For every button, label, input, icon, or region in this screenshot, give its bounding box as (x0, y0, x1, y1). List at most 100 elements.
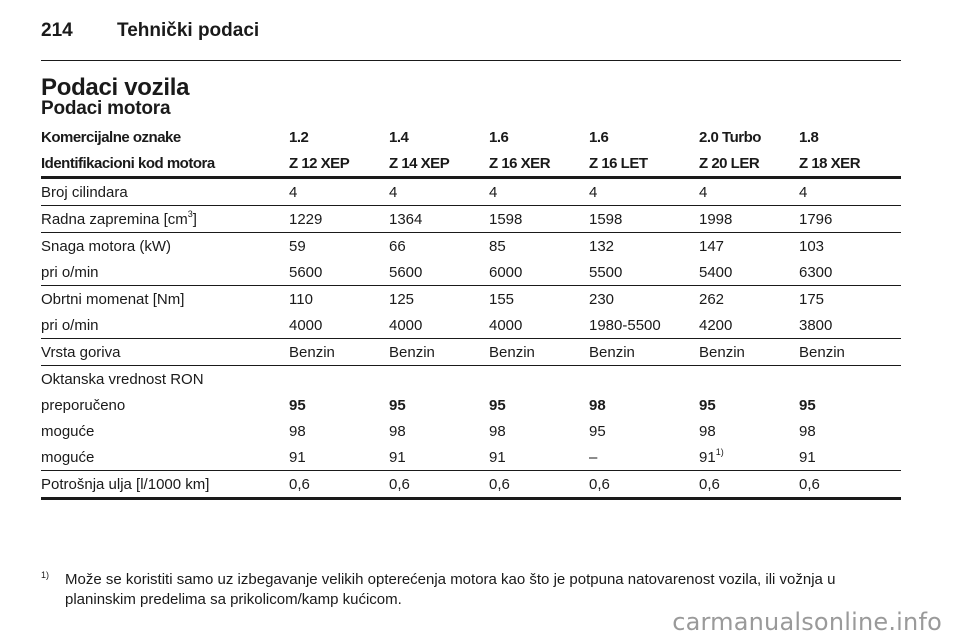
value-text: 4 (799, 183, 808, 201)
value-text: 4 (589, 183, 598, 201)
value-cell: 5600 (289, 259, 389, 286)
value-text: 0,6 (589, 475, 610, 493)
value-text: 95 (799, 396, 816, 414)
value-cell: 125 (389, 286, 489, 313)
value-cell: 95 (699, 392, 799, 418)
table-row: pri o/min 4000 4000 4000 1980-5500 4200 3800 (41, 312, 901, 339)
header-rule (41, 60, 901, 61)
engine-spec-table: Komercijalne oznake 1.2 1.4 1.6 1.6 2.0 Turbo… (41, 124, 901, 500)
value-text: 0,6 (389, 475, 410, 493)
value-text: 1598 (489, 210, 523, 228)
footnote: 1) Može se koristiti samo uz izbegavanje… (41, 570, 901, 610)
value-cell: 0,6 (389, 470, 489, 500)
table-row: moguće 91 91 91–911) 91 (41, 444, 901, 471)
value-cell: 4 (799, 177, 901, 206)
row-label: pri o/min (41, 259, 289, 286)
value-cell (799, 366, 901, 393)
value-text: 4 (389, 183, 398, 201)
value-text: 1980-5500 (589, 316, 661, 334)
table-row: preporučeno 95 95 95 98 95 95 (41, 392, 901, 418)
value-text: 95 (289, 396, 306, 414)
row-label-text: Vrsta goriva (41, 343, 121, 361)
header-label: Komercijalne oznake (41, 128, 181, 146)
value-cell: 0,6 (799, 470, 901, 500)
value-cell: 85 (489, 233, 589, 260)
value-cell (699, 366, 799, 393)
value-text: – (589, 448, 598, 466)
value-cell: 5500 (589, 259, 699, 286)
value-cell (589, 366, 699, 393)
value-cell: 91 (289, 444, 389, 471)
value-text: 95 (389, 396, 406, 414)
value-text: 6000 (489, 263, 523, 281)
value-text: 98 (289, 422, 306, 440)
value-text: 98 (799, 422, 816, 440)
value-text: 147 (699, 237, 725, 255)
value-cell: Benzin (589, 338, 699, 366)
header-cell: 1.4 (389, 128, 409, 146)
value-text: 230 (589, 290, 615, 308)
value-text: Benzin (799, 343, 845, 361)
value-text: 4000 (489, 316, 523, 334)
header-cell: 1.6 (489, 128, 509, 146)
header-cell: 1.8 (799, 128, 819, 146)
row-label-text: Oktanska vrednost RON (41, 370, 204, 388)
value-text: 4200 (699, 316, 733, 334)
value-text: Benzin (389, 343, 435, 361)
value-text: 91 (489, 448, 506, 466)
value-cell: 0,6 (699, 470, 799, 500)
header-cell: 1.6 (589, 128, 609, 146)
row-label: Broj cilindara (41, 177, 289, 206)
value-cell: 95 (799, 392, 901, 418)
value-cell: 95 (289, 392, 389, 418)
value-text: 5500 (589, 263, 623, 281)
value-text: 4000 (289, 316, 323, 334)
value-cell: 103 (799, 233, 901, 260)
footnote-text: Može se koristiti samo uz izbegavanje ve… (65, 571, 836, 608)
value-text: 91 (389, 448, 406, 466)
value-cell: 98 (589, 392, 699, 418)
value-cell: 175 (799, 286, 901, 313)
value-text: 95 (589, 422, 606, 440)
value-cell: 1598 (489, 205, 589, 233)
value-text: 4000 (389, 316, 423, 334)
row-label: Obrtni momenat [Nm] (41, 286, 289, 313)
value-cell: 1364 (389, 205, 489, 233)
value-text: 66 (389, 237, 406, 255)
value-cell: 98 (489, 418, 589, 444)
value-cell: 95 (589, 418, 699, 444)
page-title: Podaci vozila (41, 74, 190, 101)
value-text: 5600 (289, 263, 323, 281)
value-cell: 911) (699, 444, 799, 471)
value-text: 4 (489, 183, 498, 201)
header-row-commercial-names: Komercijalne oznake 1.2 1.4 1.6 1.6 2.0 Turbo… (41, 124, 901, 150)
value-text: 95 (489, 396, 506, 414)
value-cell: 5400 (699, 259, 799, 286)
value-cell: 98 (389, 418, 489, 444)
row-label-suffix: ] (192, 210, 197, 228)
page-header: 214 Tehnički podaci (41, 20, 259, 42)
section-title: Tehnički podaci (117, 20, 260, 41)
value-cell: 1980-5500 (589, 312, 699, 339)
table-row: Obrtni momenat [Nm] 110 125 155 230 262 175 (41, 286, 901, 313)
table-row: Broj cilindara 4 4 4 4 4 4 (41, 177, 901, 206)
value-text: Benzin (589, 343, 635, 361)
value-text: 98 (489, 422, 506, 440)
section-subtitle: Podaci motora (41, 98, 171, 119)
value-text: 103 (799, 237, 825, 255)
value-text: 5400 (699, 263, 733, 281)
value-cell: 4 (489, 177, 589, 206)
value-cell: Benzin (799, 338, 901, 366)
value-cell: 95 (389, 392, 489, 418)
value-text: 262 (699, 290, 725, 308)
row-label: moguće (41, 444, 289, 471)
row-label-text: Potrošnja ulja [l/1000 km] (41, 475, 210, 493)
value-cell: 3800 (799, 312, 901, 339)
value-text: 0,6 (799, 475, 820, 493)
row-label: Oktanska vrednost RON (41, 366, 289, 393)
value-text: 98 (699, 422, 716, 440)
value-cell: 0,6 (589, 470, 699, 500)
value-text: 85 (489, 237, 506, 255)
header-cell: 2.0 Turbo (699, 128, 761, 146)
value-text: 1229 (289, 210, 323, 228)
